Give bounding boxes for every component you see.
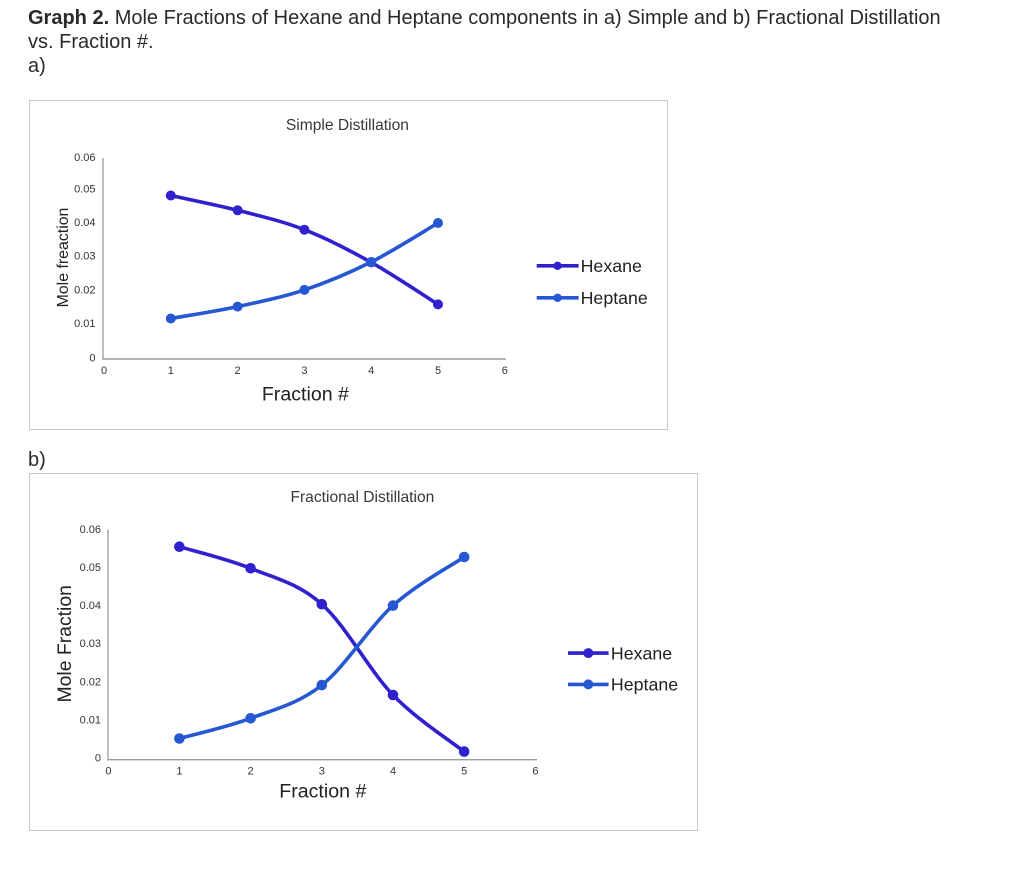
svg-text:5: 5 bbox=[435, 365, 441, 377]
svg-text:6: 6 bbox=[532, 766, 538, 778]
svg-text:Heptane: Heptane bbox=[611, 675, 678, 695]
svg-text:0.05: 0.05 bbox=[74, 184, 95, 196]
svg-text:0: 0 bbox=[95, 753, 101, 765]
svg-text:0.04: 0.04 bbox=[74, 217, 95, 229]
svg-text:Mole freaction: Mole freaction bbox=[55, 208, 72, 308]
svg-text:0.01: 0.01 bbox=[74, 318, 95, 330]
svg-text:Fractional Distillation: Fractional Distillation bbox=[290, 489, 434, 506]
svg-text:0: 0 bbox=[101, 365, 107, 377]
svg-text:4: 4 bbox=[368, 365, 374, 377]
svg-text:0.02: 0.02 bbox=[74, 285, 95, 297]
svg-text:3: 3 bbox=[319, 766, 325, 778]
svg-text:0.06: 0.06 bbox=[74, 152, 95, 164]
svg-text:Mole Fraction: Mole Fraction bbox=[54, 585, 76, 702]
svg-text:3: 3 bbox=[301, 365, 307, 377]
svg-text:0.03: 0.03 bbox=[74, 251, 95, 263]
svg-text:5: 5 bbox=[461, 766, 467, 778]
svg-text:0: 0 bbox=[89, 352, 95, 364]
svg-text:0.05: 0.05 bbox=[80, 562, 101, 574]
svg-text:1: 1 bbox=[168, 365, 174, 377]
svg-text:0.06: 0.06 bbox=[80, 524, 101, 536]
svg-text:1: 1 bbox=[176, 766, 182, 778]
svg-text:2: 2 bbox=[235, 365, 241, 377]
svg-text:Fraction #: Fraction # bbox=[279, 781, 366, 803]
svg-text:Hexane: Hexane bbox=[581, 256, 642, 276]
svg-text:6: 6 bbox=[502, 365, 508, 377]
svg-text:0: 0 bbox=[105, 766, 111, 778]
svg-text:Heptane: Heptane bbox=[581, 288, 648, 308]
svg-text:Simple Distillation: Simple Distillation bbox=[286, 117, 409, 134]
svg-text:2: 2 bbox=[248, 766, 254, 778]
svg-text:Fraction #: Fraction # bbox=[262, 384, 349, 406]
svg-text:0.01: 0.01 bbox=[80, 715, 101, 727]
svg-text:4: 4 bbox=[390, 766, 396, 778]
svg-text:0.04: 0.04 bbox=[80, 600, 101, 612]
svg-text:0.03: 0.03 bbox=[80, 638, 101, 650]
svg-text:Hexane: Hexane bbox=[611, 643, 672, 663]
svg-text:0.02: 0.02 bbox=[80, 676, 101, 688]
